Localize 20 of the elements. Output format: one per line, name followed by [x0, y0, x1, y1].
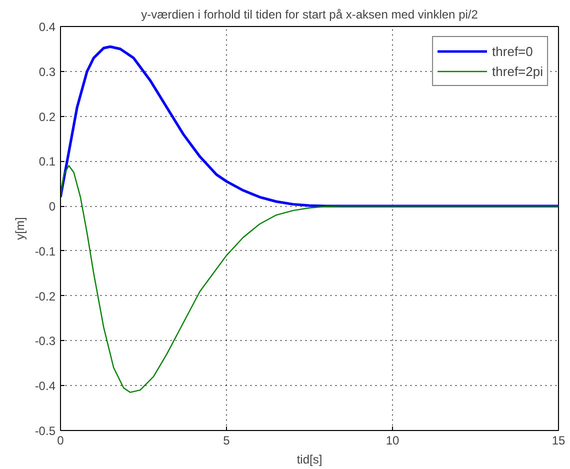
y-tick-label: -0.1 — [34, 244, 56, 258]
y-tick-label: 0.2 — [38, 110, 56, 124]
x-tick-label: 15 — [552, 434, 566, 448]
y-tick-label: 0 — [48, 200, 56, 214]
x-tick-label: 5 — [223, 434, 230, 448]
line-series — [60, 165, 558, 393]
x-axis-title: tid[s] — [296, 452, 322, 466]
y-tick-label: -0.5 — [34, 424, 56, 438]
legend-label: thref=2pi — [492, 64, 543, 78]
x-tick-label: 0 — [57, 434, 64, 448]
x-tick-label: 10 — [386, 434, 400, 448]
y-tick-label: 0.1 — [38, 154, 56, 169]
y-tick-label: 0.4 — [38, 20, 56, 34]
chart-title: y-værdien i forhold til tiden for start på x-aksen med vinklen pi/2 — [141, 8, 478, 22]
y-tick-label: -0.2 — [34, 289, 56, 304]
y-tick-label: 0.3 — [38, 64, 56, 79]
legend-label: thref=0 — [492, 44, 533, 58]
y-tick-label: -0.3 — [34, 334, 56, 348]
y-axis-title: y[m] — [12, 217, 27, 240]
y-tick-label: -0.4 — [34, 379, 56, 394]
